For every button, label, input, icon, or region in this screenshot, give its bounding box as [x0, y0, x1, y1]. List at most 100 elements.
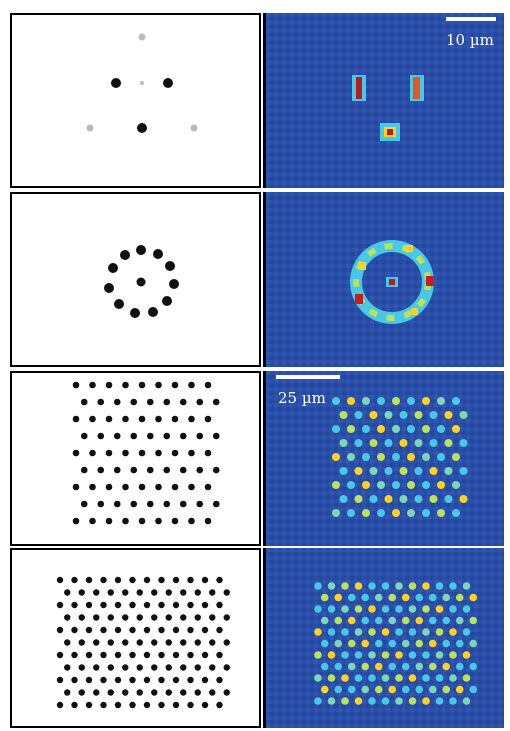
camera-spot [469, 616, 478, 625]
lattice-spot [165, 614, 172, 621]
lattice-spot [56, 701, 64, 709]
camera-spot [361, 593, 370, 602]
lattice-spot [155, 449, 162, 457]
lattice-spot [204, 483, 212, 491]
lattice-spot [188, 415, 195, 423]
camera-spot [362, 453, 370, 461]
camera-spot [442, 662, 451, 671]
lattice-spot [130, 466, 138, 474]
lattice-spot [194, 689, 201, 696]
lattice-spot [171, 483, 179, 491]
camera-image-row4-svg [266, 548, 504, 728]
camera-spot [462, 605, 471, 613]
camera-spot [437, 453, 445, 461]
lattice-spot [114, 626, 122, 634]
scalebar-label-top: 10 µm [446, 31, 494, 49]
lattice-spot [107, 664, 114, 671]
camera-spot [327, 651, 336, 659]
lattice-spot [171, 449, 179, 457]
lattice-spot [100, 601, 107, 609]
camera-image-row2 [263, 192, 504, 367]
camera-spot [459, 467, 468, 475]
lattice-spot [155, 517, 162, 525]
camera-spot [341, 651, 349, 659]
camera-spot [347, 593, 356, 602]
lattice-spot [97, 398, 105, 406]
lattice-spot [201, 626, 209, 634]
camera-spot [408, 582, 417, 590]
lattice-spot [93, 614, 100, 621]
camera-spot [374, 616, 383, 625]
camera-spot [428, 685, 437, 694]
lattice-spot [129, 651, 136, 659]
camera-spot [407, 425, 415, 433]
lattice-spot [100, 626, 107, 634]
lattice-spot [143, 676, 151, 684]
camera-spot [384, 411, 393, 419]
camera-spot [462, 628, 471, 636]
lattice-spot [196, 466, 204, 474]
lattice-spot [212, 466, 220, 474]
target-pattern-row4-svg [12, 550, 259, 726]
camera-spot [414, 467, 423, 475]
camera-spot [334, 593, 343, 602]
lattice-spot [72, 517, 80, 525]
camera-spot [374, 639, 383, 648]
camera-spot [462, 582, 471, 590]
camera-spot [327, 582, 336, 590]
camera-spot [381, 605, 390, 613]
camera-spot [395, 674, 403, 682]
lattice-spot [172, 701, 180, 709]
camera-spot [401, 593, 410, 602]
camera-spot [314, 628, 322, 636]
camera-spot [462, 697, 471, 705]
camera-spot [449, 628, 457, 636]
camera-spot [422, 651, 430, 659]
lattice-spot [130, 500, 138, 508]
camera-spot [354, 628, 363, 636]
lattice-spot [158, 701, 165, 709]
camera-spot [422, 509, 430, 517]
lattice-spot [158, 626, 165, 634]
camera-spot [469, 639, 478, 648]
lattice-spot [113, 398, 121, 406]
lattice-spot [165, 664, 172, 671]
lattice-spot [172, 676, 180, 684]
camera-spot [334, 685, 343, 694]
lattice-spot [216, 601, 223, 609]
camera-spot [381, 697, 390, 705]
lattice-spot [97, 466, 105, 474]
lattice-spot [209, 689, 216, 696]
lattice-spot [71, 701, 78, 709]
lattice-spot [97, 500, 105, 508]
camera-image-row3: 25 µm [263, 371, 504, 546]
camera-spot [314, 605, 322, 613]
camera-spot [435, 582, 444, 590]
camera-spot [347, 662, 356, 671]
lattice-spot [194, 589, 201, 596]
camera-spot [362, 397, 370, 405]
camera-spot [429, 411, 438, 419]
lattice-spot [105, 517, 113, 525]
lattice-spot [158, 576, 165, 584]
lattice-spot [180, 664, 187, 671]
camera-spot [374, 685, 383, 694]
camera-spot [368, 697, 376, 705]
camera-spot [422, 582, 430, 590]
camera-spot [347, 616, 356, 625]
lattice-spot [171, 415, 179, 423]
camera-spot [377, 509, 385, 517]
lattice-spot [180, 639, 187, 646]
scalebar-line-top [446, 17, 496, 21]
camera-spot [428, 639, 437, 648]
camera-spot [462, 674, 471, 682]
camera-spot [444, 495, 453, 503]
lattice-spot [64, 664, 71, 671]
lattice-spot [204, 449, 212, 457]
lattice-spot [107, 639, 114, 646]
lattice-spot [78, 614, 85, 621]
camera-spot [407, 481, 415, 489]
lattice-spot [71, 651, 78, 659]
camera-spot [422, 453, 430, 461]
lattice-spot [158, 676, 165, 684]
